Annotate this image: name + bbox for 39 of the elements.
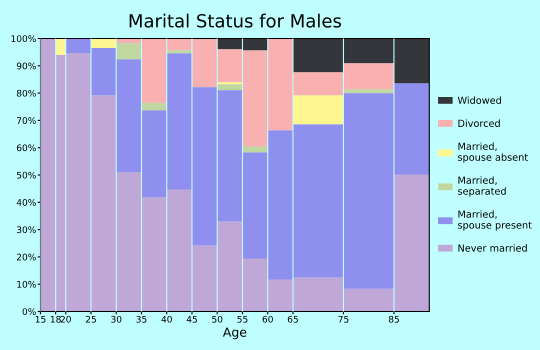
x-tick-label: 85 bbox=[388, 316, 399, 323]
x-tick-label: 45 bbox=[186, 316, 197, 323]
x-axis-title: Age bbox=[222, 328, 246, 340]
x-tick-label: 50 bbox=[212, 316, 222, 323]
y-tick-label: 90% bbox=[16, 62, 36, 70]
legend-label: Married, spouse absent bbox=[458, 142, 528, 163]
y-tick-label: 40% bbox=[16, 199, 36, 206]
legend-label: Divorced bbox=[458, 119, 500, 127]
bar bbox=[166, 50, 192, 54]
x-tick-label: 35 bbox=[136, 316, 146, 323]
bar bbox=[116, 43, 142, 60]
x-tick-label: 30 bbox=[111, 316, 122, 323]
y-tick-label: 100% bbox=[12, 35, 36, 42]
y-tick-label: 20% bbox=[16, 254, 36, 260]
y-tick-label: 30% bbox=[16, 226, 36, 234]
bar bbox=[141, 102, 167, 110]
x-tick-label: 18 bbox=[50, 316, 61, 323]
bar bbox=[90, 38, 116, 48]
legend-label: Never married bbox=[458, 244, 527, 252]
y-tick-label: 0% bbox=[22, 308, 36, 316]
x-tick-label: 15 bbox=[36, 316, 46, 323]
x-tick-label: 65 bbox=[288, 316, 298, 323]
x-tick-label: 55 bbox=[237, 316, 248, 323]
x-tick-label: 25 bbox=[86, 316, 96, 323]
y-tick-label: 80% bbox=[16, 90, 36, 97]
x-tick-label: 60 bbox=[262, 316, 273, 323]
legend-label: Widowed bbox=[458, 96, 501, 104]
y-tick-label: 10% bbox=[17, 280, 36, 288]
x-tick-label: 40 bbox=[161, 316, 172, 323]
bar bbox=[217, 84, 242, 90]
x-tick-label: 75 bbox=[338, 316, 348, 323]
y-tick-label: 50% bbox=[16, 172, 36, 179]
x-tick-label: 20 bbox=[60, 316, 71, 323]
chart-title: Marital Status for Males bbox=[130, 14, 342, 28]
legend-label: Married, spouse present bbox=[458, 210, 532, 231]
legend-label: Married, separated bbox=[458, 176, 506, 197]
bar bbox=[242, 146, 268, 152]
y-tick-label: 70% bbox=[17, 117, 36, 124]
y-tick-label: 60% bbox=[16, 144, 36, 152]
